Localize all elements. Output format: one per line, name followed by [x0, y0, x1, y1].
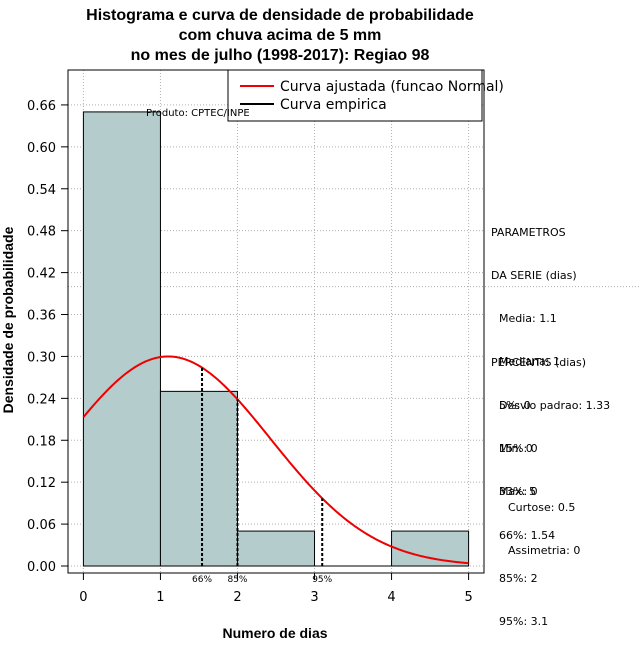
- histogram-bar-4: [391, 530, 470, 567]
- percentile-markers: 66% 85% 95%: [192, 367, 333, 585]
- param-min: Min: 0: [499, 441, 533, 455]
- legend: Curva ajustada (funcao Normal) Curva emp…: [227, 69, 504, 122]
- parameters-panel: PARAMETROS DA SERIE (dias) Media: 1.1 Me…: [491, 197, 610, 514]
- percentile-label-85: 85%: [227, 575, 247, 585]
- y-tick-label: 0.00: [27, 560, 56, 575]
- legend-box: [227, 69, 483, 122]
- pct-85: 85%: 2: [499, 571, 538, 585]
- param-mediana: Mediana: 1: [499, 355, 560, 369]
- pct-95: 95%: 3.1: [499, 615, 549, 629]
- percentiles-heading: PERCENTIS (dias): [491, 355, 587, 369]
- histogram-bar-1: [159, 390, 238, 567]
- percentile-label-95: 95%: [312, 575, 332, 585]
- pct-5: 5%: 0: [499, 399, 531, 413]
- param-media: Media: 1.1: [499, 312, 557, 326]
- parameters-heading-1: PARAMETROS: [491, 225, 566, 239]
- pct-15: 15%: 0: [499, 442, 538, 456]
- y-tick-label: 0.30: [27, 350, 56, 365]
- moment-curtose: Curtose: 0.5: [508, 500, 576, 514]
- moment-assimetria: Assimetria: 0: [508, 544, 581, 558]
- normal-curve-layer: [82, 355, 469, 565]
- y-tick-label: 0.42: [27, 267, 56, 282]
- legend-fitted-label: Curva ajustada (funcao Normal): [280, 79, 504, 95]
- y-tick-label: 0.36: [27, 309, 56, 324]
- legend-empirical-label: Curva empirica: [280, 97, 387, 113]
- y-axis-label: Densidade de probabilidade: [0, 226, 16, 413]
- axes: 0 1 2 3 4 5 0.00 0.06 0.12 0.18 0.24 0.30 0.36 0.42 0.…: [27, 69, 485, 605]
- y-tick-label: 0.24: [27, 392, 56, 407]
- pct-33: 33%: 0: [499, 485, 538, 499]
- param-max: Max: 5: [499, 485, 536, 499]
- y-tick-label: 0.66: [27, 99, 56, 114]
- y-tick-label: 0.18: [27, 434, 56, 449]
- x-tick-label: 4: [387, 590, 395, 605]
- parameters-heading-2: DA SERIE (dias): [491, 269, 577, 283]
- y-tick-label: 0.06: [27, 518, 56, 533]
- y-tick-label: 0.60: [27, 141, 56, 156]
- normal-curve: [82, 355, 469, 565]
- y-tick-label: 0.48: [27, 225, 56, 240]
- y-tick-label: 0.12: [27, 476, 56, 491]
- chart-title-line-2: com chuva acima de 5 mm: [178, 27, 382, 44]
- histogram-bar-0: [82, 111, 161, 567]
- moments-panel: Curtose: 0.5 Assimetria: 0: [508, 472, 580, 573]
- x-tick-label: 5: [464, 590, 472, 605]
- y-tick-label: 0.54: [27, 183, 56, 198]
- param-desvio: Desvio padrao: 1.33: [499, 398, 611, 412]
- x-axis-label: Numero de dias: [222, 625, 327, 641]
- chart-title-line-1: Histograma e curva de densidade de proba…: [86, 7, 474, 24]
- histogram-bar-2: [236, 530, 316, 567]
- x-tick-label: 3: [310, 590, 318, 605]
- x-tick-label: 2: [233, 590, 241, 605]
- pct-66: 66%: 1.54: [499, 528, 556, 542]
- product-label: Produto: CPTEC/INPE: [146, 108, 250, 119]
- percentiles-panel: PERCENTIS (dias) 5%: 0 15%: 0 33%: 0 66%…: [491, 327, 586, 644]
- x-tick-label: 0: [79, 590, 87, 605]
- x-tick-label: 1: [156, 590, 164, 605]
- percentile-label-66: 66%: [192, 575, 212, 585]
- chart-title-line-3: no mes de julho (1998-2017): Regiao 98: [130, 47, 430, 64]
- histogram-bars: [82, 111, 470, 567]
